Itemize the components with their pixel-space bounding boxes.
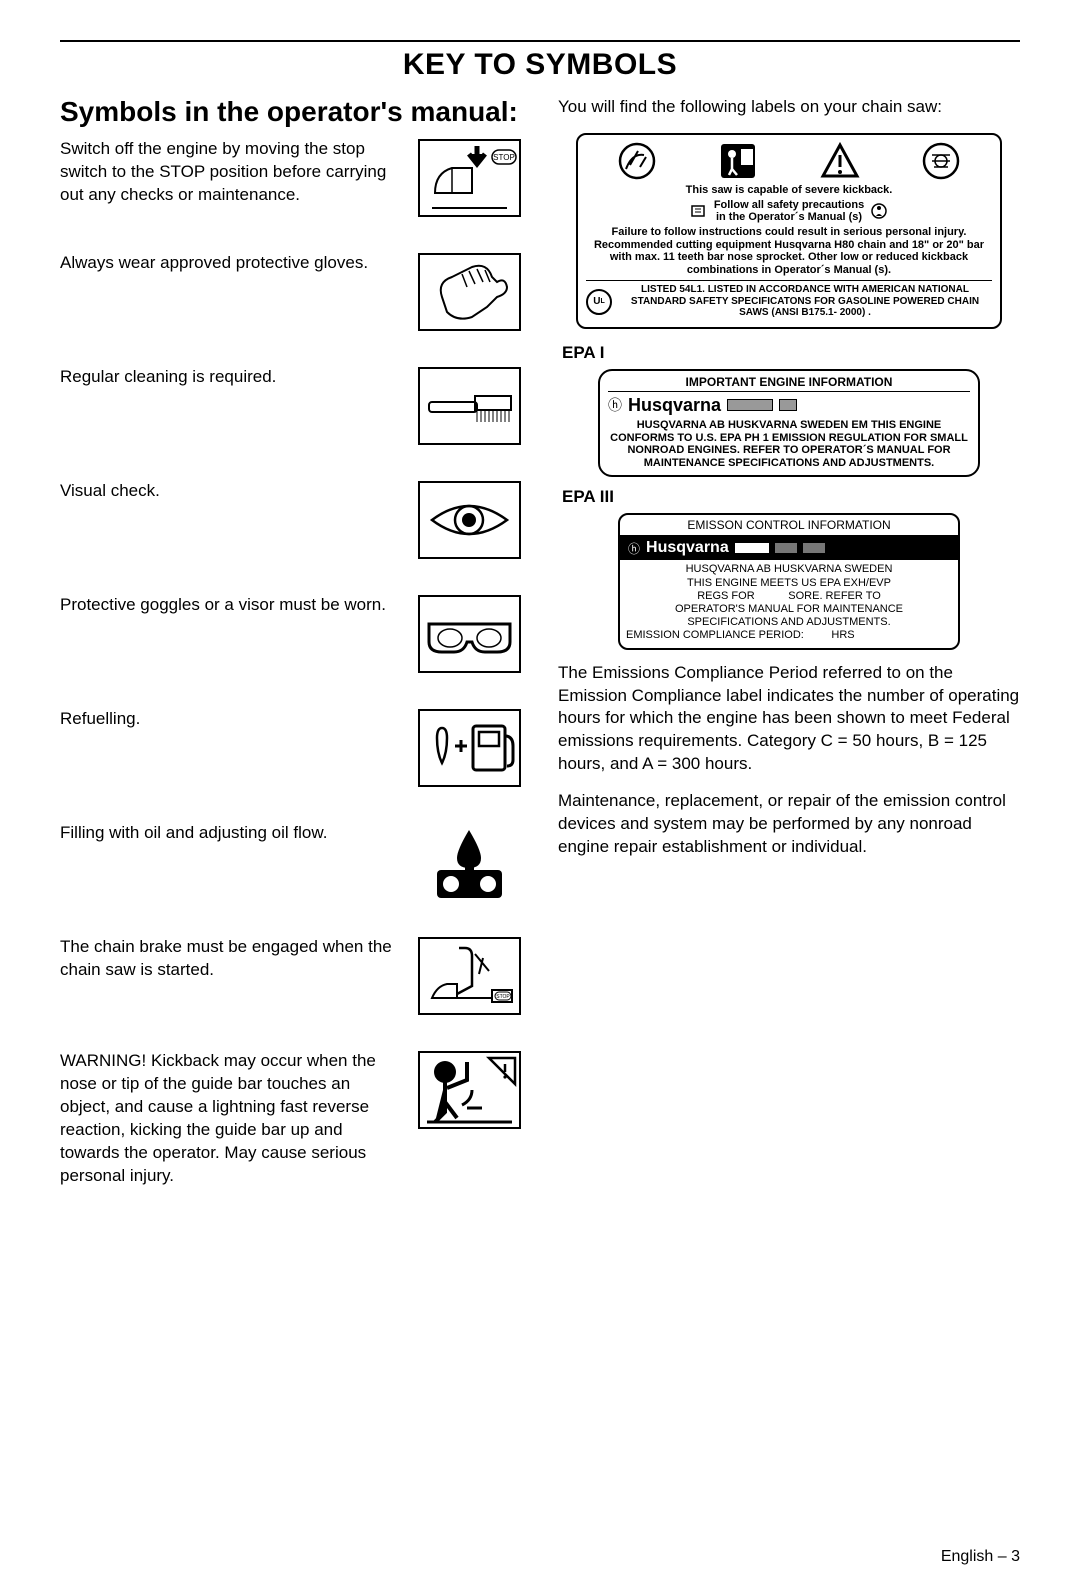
husqvarna-black-bar: ⓗ Husqvarna: [620, 536, 958, 560]
label-line-row: Follow all safety precautions in the Ope…: [586, 199, 992, 224]
ul-text: LISTED 54L1. LISTED IN ACCORDANCE WITH A…: [618, 284, 992, 319]
kickback-icon: [417, 1050, 522, 1130]
epa3-header: EMISSON CONTROL INFORMATION: [620, 515, 958, 536]
husqvarna-logo-row: ⓗ Husqvarna: [608, 395, 970, 416]
ul-listing-row: UL LISTED 54L1. LISTED IN ACCORDANCE WIT…: [586, 280, 992, 319]
brush-icon: [417, 366, 522, 446]
page-footer: English – 3: [60, 1548, 1020, 1566]
stop-switch-icon: STOP: [417, 138, 522, 218]
gloves-icon: [417, 252, 522, 332]
symbol-row: Filling with oil and adjusting oil flow.: [60, 822, 522, 902]
husqvarna-logo: Husqvarna: [628, 395, 721, 416]
symbol-row: Regular cleaning is required.: [60, 366, 522, 446]
symbol-text: Switch off the engine by moving the stop…: [60, 138, 403, 207]
right-column: You will find the following labels on yo…: [558, 96, 1020, 1188]
emissions-para-1: The Emissions Compliance Period referred…: [558, 662, 1020, 777]
symbol-text: Refuelling.: [60, 708, 403, 731]
eye-icon: [417, 480, 522, 560]
epa1-title: IMPORTANT ENGINE INFORMATION: [608, 375, 970, 392]
epa3-label: EMISSON CONTROL INFORMATION ⓗ Husqvarna …: [618, 513, 960, 649]
symbol-row: Protective goggles or a visor must be wo…: [60, 594, 522, 674]
emissions-para-2: Maintenance, replacement, or repair of t…: [558, 790, 1020, 859]
symbol-text: WARNING! Kickback may occur when the nos…: [60, 1050, 403, 1188]
symbol-row: WARNING! Kickback may occur when the nos…: [60, 1050, 522, 1188]
epa1-body: HUSQVARNA AB HUSKVARNA SWEDEN EM THIS EN…: [608, 419, 970, 470]
svg-text:STOP: STOP: [496, 994, 510, 1000]
left-column: Symbols in the operator's manual: Switch…: [60, 96, 522, 1188]
symbol-row: The chain brake must be engaged when the…: [60, 936, 522, 1016]
epa3-heading: EPA III: [562, 487, 1020, 507]
label-body: Failure to follow instructions could res…: [586, 226, 992, 277]
fuel-icon: [417, 708, 522, 788]
chainbrake-icon: STOP: [417, 936, 522, 1016]
symbol-row: Always wear approved protective gloves.: [60, 252, 522, 332]
section-heading: Symbols in the operator's manual:: [60, 96, 522, 128]
symbol-text: Filling with oil and adjusting oil flow.: [60, 822, 403, 845]
symbol-text: Protective goggles or a visor must be wo…: [60, 594, 403, 617]
label-line: This saw is capable of severe kickback.: [586, 184, 992, 197]
goggles-icon: [417, 594, 522, 674]
ul-badge: UL: [586, 289, 612, 315]
top-rule: [60, 40, 1020, 42]
two-column-layout: Symbols in the operator's manual: Switch…: [60, 96, 1020, 1188]
symbol-text: Visual check.: [60, 480, 403, 503]
right-intro: You will find the following labels on yo…: [558, 96, 1020, 119]
warning-pictogram-strip: [586, 141, 992, 181]
symbol-row: Visual check.: [60, 480, 522, 560]
symbol-text: The chain brake must be engaged when the…: [60, 936, 403, 982]
main-warning-label: This saw is capable of severe kickback. …: [576, 133, 1002, 329]
oil-icon: [417, 822, 522, 902]
epa3-body: HUSQVARNA AB HUSKVARNA SWEDEN THIS ENGIN…: [620, 560, 958, 647]
symbol-text: Always wear approved protective gloves.: [60, 252, 403, 275]
symbol-row: Refuelling.: [60, 708, 522, 788]
svg-text:STOP: STOP: [493, 153, 515, 162]
page-title: KEY TO SYMBOLS: [60, 48, 1020, 82]
symbol-text: Regular cleaning is required.: [60, 366, 403, 389]
epa1-label: IMPORTANT ENGINE INFORMATION ⓗ Husqvarna…: [598, 369, 980, 478]
epa1-heading: EPA I: [562, 343, 1020, 363]
symbol-row: Switch off the engine by moving the stop…: [60, 138, 522, 218]
